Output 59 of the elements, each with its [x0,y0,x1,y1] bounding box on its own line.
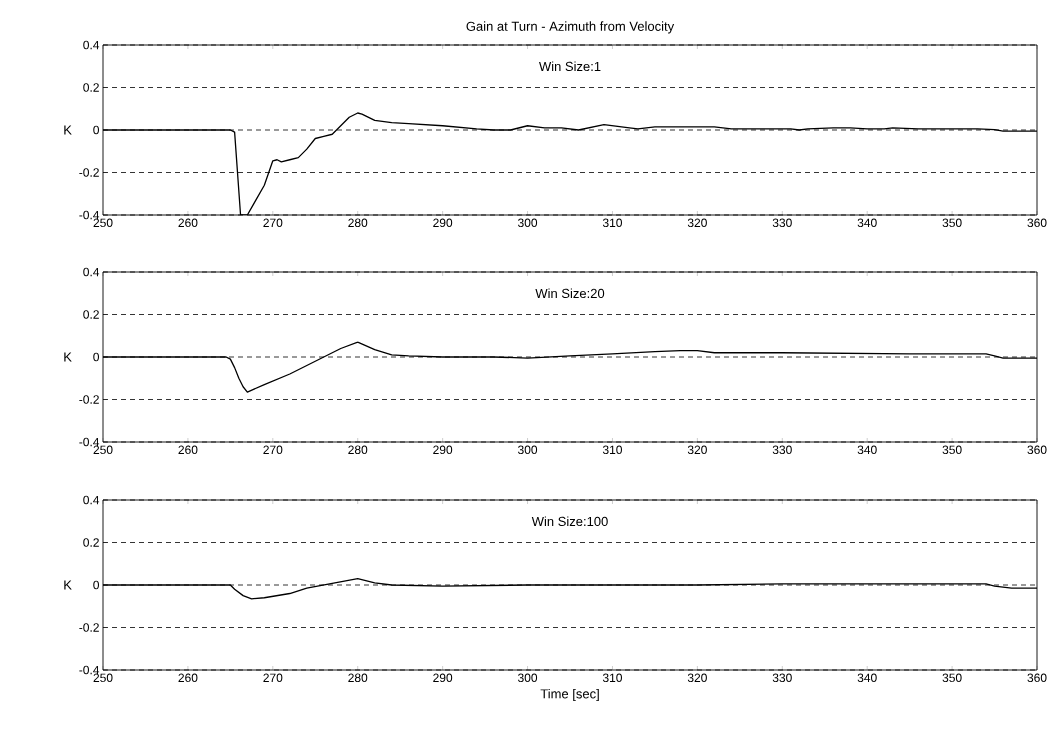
y-axis-title: K [64,125,72,135]
y-tick-label: 0.4 [83,40,100,50]
y-tick-label: 0 [93,125,100,135]
y-tick-label: 0 [93,580,100,590]
y-tick-label: -0.4 [79,665,100,675]
y-tick-label: -0.2 [79,623,99,632]
y-axis-title: K [64,352,72,362]
x-tick-label: 260 [178,445,198,455]
x-tick-label: 280 [348,445,368,455]
x-tick-label: 290 [433,673,453,683]
x-tick-label: 350 [942,445,962,455]
x-tick-label: 280 [348,218,368,228]
x-tick-label: 250 [93,673,113,683]
chart-title: Gain at Turn - Azimuth from Velocity [466,21,675,34]
y-tick-label: -0.4 [79,210,100,220]
x-tick-label: 360 [1027,445,1047,455]
y-tick-label: 0.2 [83,310,99,319]
x-tick-label: 310 [602,673,623,683]
x-tick-label: 290 [433,445,453,455]
y-tick-label: 0 [93,352,100,362]
y-tick-label: 0.4 [83,495,100,505]
annotation: Win Size:100 [531,516,608,527]
x-tick-label: 330 [772,445,792,455]
x-tick-label: 360 [1027,673,1047,683]
y-tick-label: 0.2 [83,538,99,547]
annotation: Win Size:20 [535,288,605,299]
x-tick-label: 270 [263,445,283,455]
x-tick-label: 270 [263,218,283,228]
x-axis-title: Time [sec] [540,688,599,702]
x-tick-label: 320 [687,445,707,455]
annotation: Win Size:1 [539,61,601,72]
x-tick-label: 270 [263,673,283,683]
x-tick-label: 250 [93,445,113,455]
x-tick-label: 250 [93,218,113,228]
x-tick-label: 320 [687,673,707,683]
x-tick-label: 300 [518,445,538,455]
y-tick-label: -0.2 [79,168,99,177]
x-tick-label: 260 [178,673,198,683]
x-tick-label: 340 [857,445,877,455]
x-tick-label: 290 [433,218,453,228]
x-tick-label: 330 [772,218,792,228]
x-tick-label: 260 [178,218,198,228]
y-tick-label: -0.2 [79,395,99,404]
x-tick-label: 360 [1027,218,1047,228]
y-axis-title: K [64,580,72,590]
x-tick-label: 310 [602,218,623,228]
x-tick-label: 350 [942,218,962,228]
x-tick-label: 340 [857,218,877,228]
y-tick-label: -0.4 [79,437,100,447]
x-tick-label: 310 [602,445,623,455]
y-tick-label: 0.4 [83,267,100,277]
y-tick-label: 0.2 [83,83,99,92]
x-tick-label: 300 [518,673,538,683]
x-tick-label: 320 [687,218,707,228]
x-tick-label: 350 [942,673,962,683]
x-tick-label: 330 [772,673,792,683]
x-tick-label: 300 [518,218,538,228]
x-tick-label: 280 [348,673,368,683]
x-tick-label: 340 [857,673,877,683]
